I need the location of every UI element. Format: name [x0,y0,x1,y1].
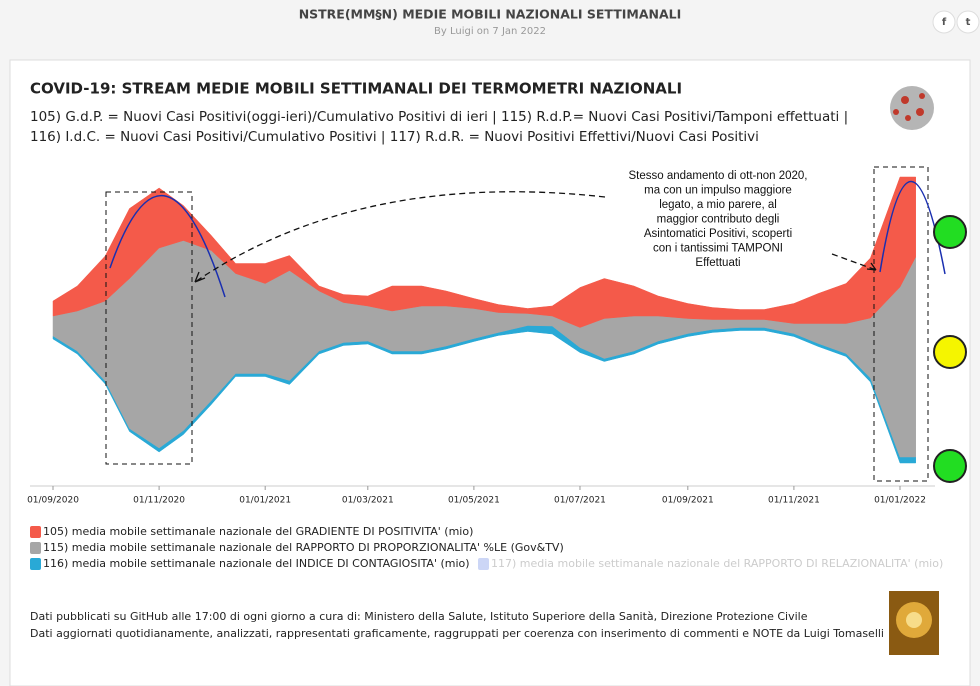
x-tick-label: 01/07/2021 [554,496,606,506]
status-light [933,215,967,249]
annotation-line: Stesso andamento di ott-non 2020, [628,170,807,182]
annotation-line: con i tantissimi TAMPONI [653,243,783,255]
stream-layer [52,176,916,328]
facebook-button[interactable] [932,10,956,34]
chart-title: COVID-19: STREAM MEDIE MOBILI SETTIMANAL… [30,80,682,98]
annotation-line: maggior contributo degli [657,214,780,226]
annotation-line: Asintomatici Positivi, scoperti [644,228,792,240]
arrow-head [194,271,206,283]
footer-line: Dati aggiornati quotidianamente, analizz… [30,627,884,640]
legend-swatch [30,558,41,570]
subtitle: 116) I.d.C. = Nuovi Casi Positivi/Cumula… [30,129,759,145]
arrow [194,191,606,283]
status-light [933,449,967,483]
twitter-icon: t [966,17,971,28]
legend-swatch [478,558,489,570]
annotation-line: legato, a mio parere, al [659,199,777,211]
x-tick-label: 01/09/2020 [27,496,79,506]
x-tick-label: 01/01/2022 [874,496,926,506]
trend-arc [109,194,226,298]
post-title: NSTRE(MM§N) MEDIE MOBILI NAZIONALI SETTI… [299,7,682,22]
legend-label: 105) media mobile settimanale nazionale … [43,525,473,538]
legend-swatch [30,526,41,538]
x-tick-label: 01/05/2021 [448,496,500,506]
annotation-line: ma con un impulso maggiore [644,185,792,197]
x-tick-label: 01/11/2020 [133,496,185,506]
legend-label: 115) media mobile settimanale nazionale … [43,541,564,554]
annotation: Stesso andamento di ott-non 2020, ma con … [628,170,807,269]
highlight-box [873,166,929,482]
legend-label: 117) media mobile settimanale nazionale … [491,557,943,570]
x-tick-label: 01/01/2021 [239,496,291,506]
plot: 01/09/2020 01/11/2020 01/01/2021 01/03/2021… [27,176,935,506]
arrow-head [866,262,877,271]
status-light [933,335,967,369]
highlight-box [105,191,193,465]
byline: By Luigi on 7 Jan 2022 [434,26,546,37]
arrow [831,253,877,271]
author-image [889,591,939,655]
subtitle: 105) G.d.P. = Nuovi Casi Positivi(oggi-i… [30,109,848,125]
x-tick-label: 01/11/2021 [768,496,820,506]
x-tick-label: 01/09/2021 [662,496,714,506]
footer-line: Dati pubblicati su GitHub alle 17:00 di … [30,610,808,623]
legend-label: 116) media mobile settimanale nazionale … [43,557,470,570]
legend-swatch [30,542,41,554]
virus-image [890,86,934,130]
twitter-button[interactable] [956,10,980,34]
facebook-icon: f [942,17,947,28]
legend: 105) media mobile settimanale nazionale … [30,525,943,570]
annotation-line: Effettuati [695,257,740,269]
x-tick-label: 01/03/2021 [342,496,394,506]
